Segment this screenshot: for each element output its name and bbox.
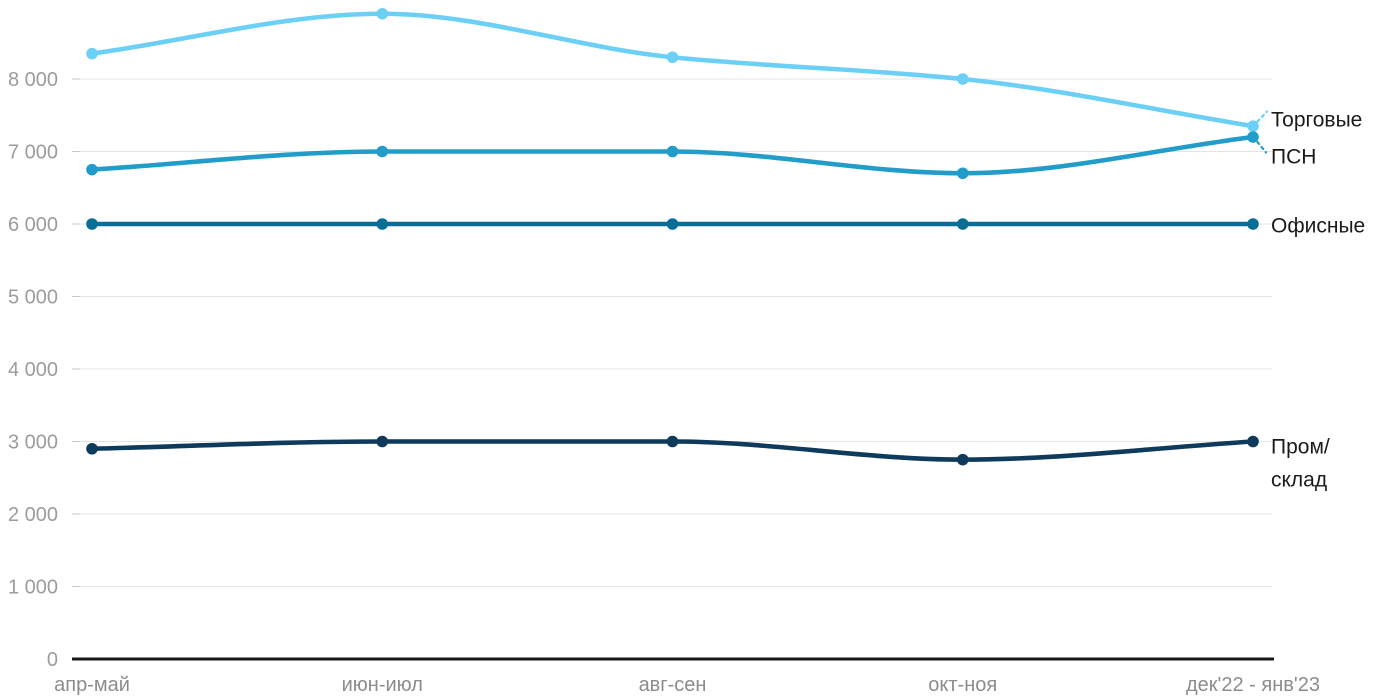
series-label-line-prom-sklad-1: склад [1271, 469, 1327, 492]
data-point-torgovye-1[interactable] [376, 7, 389, 20]
data-point-prom-sklad-4[interactable] [1247, 435, 1259, 448]
label-connector-psn [1256, 140, 1268, 154]
y-tick-label-7000: 7 000 [8, 142, 58, 164]
data-point-prom-sklad-2[interactable] [666, 435, 679, 448]
data-point-ofisnye-4[interactable] [1247, 218, 1259, 230]
series-label-psn: ПСН [1271, 146, 1316, 169]
series-lines-group [89, 11, 1256, 462]
data-point-prom-sklad-1[interactable] [376, 435, 389, 448]
y-tick-label-8000: 8 000 [8, 69, 58, 91]
y-tick-label-6000: 6 000 [8, 214, 58, 236]
x-tick-label-0: апр-май [54, 674, 130, 696]
series-label-line-torgovye-0: Торговые [1271, 109, 1362, 132]
series-label-line-psn-0: ПСН [1271, 146, 1316, 169]
series-label-line-ofisnye-0: Офисные [1271, 215, 1365, 238]
data-point-torgovye-4[interactable] [1247, 120, 1259, 132]
y-tick-label-0: 0 [47, 649, 58, 671]
series-labels-group: Торговые ПСН Офисные Пром/склад [1271, 109, 1365, 492]
x-tick-label-4: дек'22 - янв'23 [1186, 674, 1320, 696]
series-label-line-prom-sklad-0: Пром/ [1271, 436, 1330, 459]
series-line-torgovye [89, 11, 1256, 129]
x-tick-label-1: июн-июл [342, 674, 423, 696]
y-tick-label-4000: 4 000 [8, 359, 58, 381]
label-connector-torgovye [1256, 110, 1269, 123]
data-point-ofisnye-1[interactable] [376, 218, 389, 230]
data-point-psn-4[interactable] [1247, 131, 1259, 143]
x-tick-label-2: авг-сен [639, 674, 707, 696]
data-point-torgovye-0[interactable] [86, 47, 98, 60]
y-tick-label-3000: 3 000 [8, 432, 58, 454]
data-points-group [86, 7, 1259, 466]
y-tick-label-1000: 1 000 [8, 577, 58, 599]
data-point-psn-3[interactable] [956, 167, 969, 180]
data-point-ofisnye-2[interactable] [666, 218, 679, 230]
data-point-ofisnye-0[interactable] [86, 218, 98, 230]
data-point-prom-sklad-3[interactable] [956, 453, 969, 466]
y-axis-labels-group: 8 000 7 000 6 000 5 000 4 000 3 000 2 000 1 000… [8, 69, 58, 671]
data-point-psn-2[interactable] [666, 145, 679, 158]
data-point-psn-0[interactable] [86, 163, 98, 176]
y-tick-label-5000: 5 000 [8, 287, 58, 309]
series-label-prom-sklad: Пром/склад [1271, 436, 1330, 492]
series-label-ofisnye: Офисные [1271, 215, 1365, 238]
y-tick-label-2000: 2 000 [8, 504, 58, 526]
label-connectors-group [1256, 110, 1269, 154]
data-point-torgovye-3[interactable] [956, 73, 969, 85]
series-label-torgovye: Торговые [1271, 109, 1362, 132]
x-axis-labels-group: апр-май июн-июл авг-сен окт-ноя дек'22 - янв… [54, 674, 1320, 696]
data-point-prom-sklad-0[interactable] [86, 442, 98, 455]
data-point-psn-1[interactable] [376, 145, 389, 158]
x-tick-label-3: окт-ноя [928, 674, 997, 696]
data-point-torgovye-2[interactable] [666, 51, 679, 64]
data-point-ofisnye-3[interactable] [956, 218, 969, 230]
